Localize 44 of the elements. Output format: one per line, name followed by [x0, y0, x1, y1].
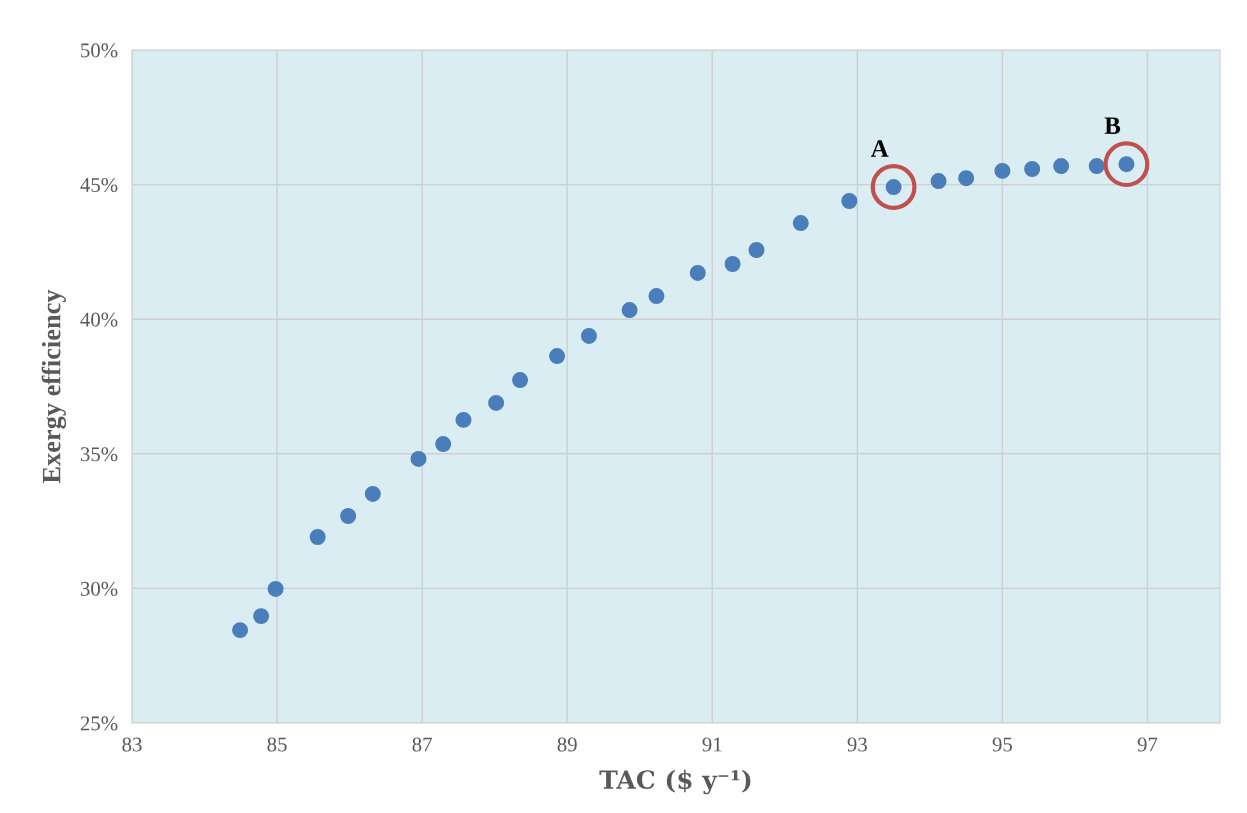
point: [748, 242, 765, 259]
x-tick-label: 97: [1137, 737, 1158, 752]
point: [488, 394, 505, 411]
y-tick-label: 30%: [80, 581, 118, 596]
point: [621, 302, 638, 319]
point: [232, 622, 249, 639]
x-tick-label: 95: [992, 737, 1012, 752]
x-axis-title: TAC ($ y⁻¹): [599, 769, 751, 795]
point: [689, 264, 706, 281]
point: [253, 608, 270, 625]
x-tick-label: 87: [412, 737, 432, 752]
point: [364, 485, 381, 502]
point: [648, 288, 665, 305]
point: [930, 173, 947, 190]
point: [435, 436, 452, 453]
x-tick-label: 93: [847, 737, 867, 752]
point: [267, 580, 284, 597]
x-tick-label: 83: [122, 737, 142, 752]
point: [1024, 160, 1041, 177]
x-tick-label: 85: [267, 737, 287, 752]
point: [580, 327, 597, 344]
point: [994, 162, 1011, 179]
point: [1088, 158, 1105, 175]
point: [455, 411, 472, 428]
point: [1053, 158, 1070, 175]
y-tick-label: 45%: [80, 177, 118, 193]
point: [410, 450, 427, 467]
x-tick-label: 91: [702, 737, 722, 752]
point: [549, 348, 566, 365]
y-tick-label: 35%: [80, 447, 118, 462]
point: [724, 256, 741, 273]
point: [309, 528, 326, 545]
y-tick-label: 40%: [80, 312, 118, 327]
x-tick-label: 89: [557, 737, 577, 752]
point: [841, 193, 858, 210]
point: [958, 170, 975, 187]
y-axis-title: Exergy efficiency: [41, 289, 67, 484]
annotation: B: [1104, 117, 1121, 134]
y-tick-label: 25%: [80, 716, 118, 731]
point: [340, 507, 357, 524]
y-tick-label: 50%: [81, 43, 118, 58]
point: [512, 372, 529, 389]
point: [792, 215, 809, 232]
annotation: A: [870, 140, 889, 157]
